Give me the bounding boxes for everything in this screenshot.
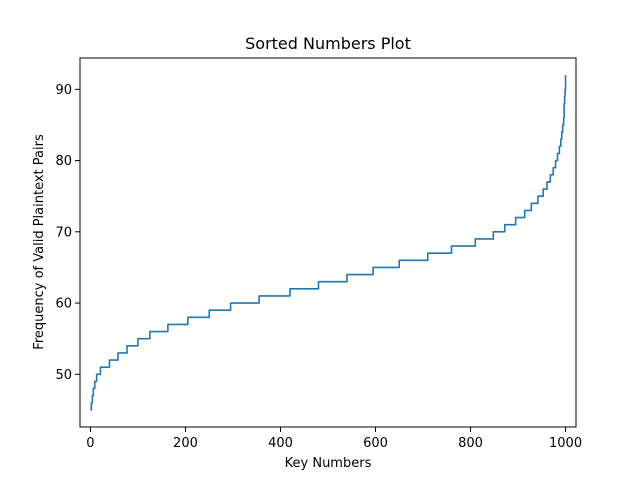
y-axis-ticks: 50 60 70 80 90 xyxy=(55,83,80,383)
x-axis-title: Key Numbers xyxy=(285,456,372,471)
x-tick-label: 1000 xyxy=(549,436,582,451)
x-tick-label: 400 xyxy=(268,436,293,451)
x-axis-ticks: 0 200 400 600 800 1000 xyxy=(86,427,582,451)
x-tick-label: 200 xyxy=(173,436,198,451)
x-tick-label: 600 xyxy=(363,436,388,451)
plot-frame xyxy=(79,57,577,428)
y-tick-label: 90 xyxy=(55,83,72,98)
y-axis-title: Frequency of Valid Plaintext Pairs xyxy=(32,134,47,350)
y-tick-label: 80 xyxy=(55,154,72,169)
series-line-0 xyxy=(90,75,567,411)
y-tick-label: 60 xyxy=(55,297,72,312)
x-tick-label: 0 xyxy=(86,436,94,451)
y-tick-label: 70 xyxy=(55,225,72,240)
chart-title: Sorted Numbers Plot xyxy=(245,34,411,53)
x-tick-label: 800 xyxy=(458,436,483,451)
y-tick-label: 50 xyxy=(55,368,72,383)
